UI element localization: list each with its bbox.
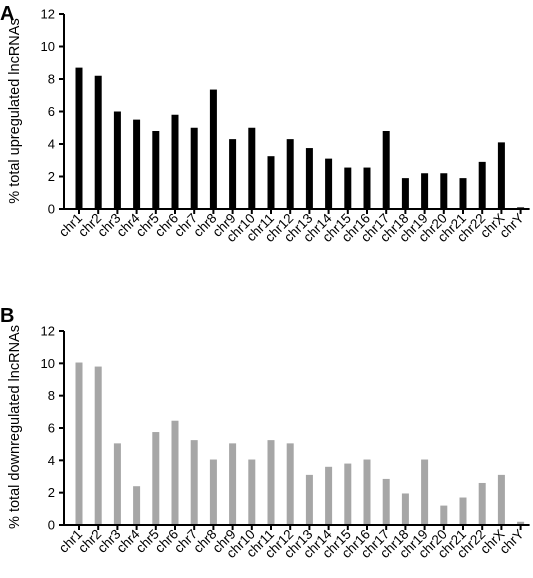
bar-chr18 <box>401 493 409 525</box>
y-tick-label: 2 <box>48 485 55 500</box>
bar-chr21 <box>459 497 467 525</box>
y-tick-label: 12 <box>41 7 55 22</box>
bar-chr14 <box>325 466 333 525</box>
y-tick-label: 8 <box>48 388 55 403</box>
y-ticks-b: 0 2 4 6 8 10 12 <box>41 324 64 533</box>
bar-chr18 <box>401 178 409 209</box>
y-tick-label: 10 <box>41 39 55 54</box>
bar-chr3 <box>113 111 121 209</box>
y-tick-label: 4 <box>48 137 55 152</box>
bar-chr14 <box>325 158 333 209</box>
panel-letter-a: A <box>0 3 14 25</box>
y-tick-label: 6 <box>48 421 55 436</box>
bar-chr7 <box>190 440 198 525</box>
y-tick-label: 8 <box>48 72 55 87</box>
bar-chr6 <box>171 114 179 209</box>
y-tick-label: 0 <box>48 202 55 217</box>
bar-chr9 <box>229 139 237 209</box>
bar-chr15 <box>344 463 352 525</box>
y-ticks-a: 0 2 4 6 8 10 12 <box>41 7 64 217</box>
bar-chr19 <box>421 173 429 209</box>
bar-chr8 <box>209 459 217 525</box>
y-axis-label-a: % total upregulated lncRNAs <box>7 18 23 203</box>
panel-letter-b: B <box>0 305 14 327</box>
bar-chr9 <box>229 443 237 525</box>
bar-chr1 <box>75 67 83 209</box>
bar-chrX <box>497 474 505 525</box>
bar-chr22 <box>478 161 486 209</box>
y-tick-label: 2 <box>48 169 55 184</box>
bar-chr12 <box>286 443 294 525</box>
bar-chr17 <box>382 478 390 525</box>
bar-chr16 <box>363 167 371 209</box>
y-tick-label: 6 <box>48 104 55 119</box>
axes-b <box>63 331 530 526</box>
bar-chr13 <box>305 148 313 209</box>
bar-chr3 <box>113 443 121 525</box>
bar-chr11 <box>267 440 275 525</box>
bar-chr2 <box>94 75 102 209</box>
bar-chr5 <box>152 432 160 525</box>
bar-chr15 <box>344 167 352 209</box>
bar-chr10 <box>248 127 256 209</box>
bar-chr17 <box>382 131 390 209</box>
x-tick-labels-b: chr1chr2chr3chr4chr5chr6chr7chr8chr9chr1… <box>56 525 527 561</box>
bar-chrX <box>497 142 505 209</box>
bar-chr22 <box>478 482 486 525</box>
bar-chr19 <box>421 459 429 525</box>
bar-chr20 <box>440 505 448 525</box>
y-tick-label: 4 <box>48 453 55 468</box>
bar-chr11 <box>267 156 275 209</box>
axes-a <box>63 14 530 210</box>
y-tick-label: 0 <box>48 518 55 533</box>
bar-chr4 <box>133 119 141 209</box>
bar-chr1 <box>75 362 83 525</box>
bar-chr20 <box>440 173 448 209</box>
bar-chr8 <box>209 89 217 209</box>
y-axis-label-b: % total downregulated lncRNAs <box>7 325 23 529</box>
panel-b-chart: B % total downregulated lncRNAs 0 2 4 6 8 10 1… <box>0 305 530 561</box>
bar-chr2 <box>94 366 102 525</box>
bar-chr13 <box>305 474 313 525</box>
bar-chr4 <box>133 486 141 525</box>
bar-chr16 <box>363 459 371 525</box>
bar-chr7 <box>190 127 198 209</box>
bar-chr21 <box>459 178 467 209</box>
y-tick-label: 10 <box>41 356 55 371</box>
bar-chrY <box>517 521 525 525</box>
bar-chr12 <box>286 139 294 209</box>
bars-b <box>75 362 525 525</box>
bar-chr5 <box>152 131 160 209</box>
x-tick-labels-a: chr1chr2chr3chr4chr5chr6chr7chr8chr9chr1… <box>56 209 527 245</box>
bar-chr10 <box>248 459 256 525</box>
bars-a <box>75 67 525 209</box>
y-tick-label: 12 <box>41 324 55 339</box>
panel-a-chart: A % total upregulated lncRNAs 024681012 … <box>0 3 530 245</box>
bar-chr6 <box>171 420 179 525</box>
